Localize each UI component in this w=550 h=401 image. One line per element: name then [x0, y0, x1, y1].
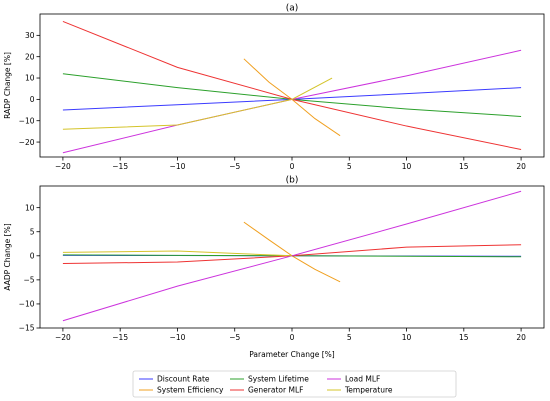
- x-tick-label: 5: [347, 333, 352, 342]
- y-tick-label: −5: [23, 276, 34, 285]
- panel-title: (b): [286, 176, 299, 186]
- y-tick-label: −20: [19, 138, 35, 147]
- y-tick-label: 30: [25, 31, 35, 40]
- series-group: [62, 21, 522, 154]
- panel-title: (a): [286, 4, 299, 14]
- series-line-generator-mlf: [62, 244, 522, 264]
- y-tick-label: −10: [19, 300, 35, 309]
- y-tick-label: 10: [25, 203, 35, 212]
- legend-label: Temperature: [344, 386, 393, 395]
- legend-label: Discount Rate: [157, 375, 210, 384]
- x-tick-label: −5: [229, 333, 240, 342]
- x-tick-label: 0: [290, 333, 295, 342]
- legend: Discount Rate System Efficiency System Lif…: [132, 370, 457, 398]
- y-tick-label: 0: [30, 251, 35, 260]
- legend-label: System Efficiency: [157, 386, 224, 395]
- y-axis-label: AADP Change [%]: [3, 223, 12, 290]
- legend-box: [132, 370, 457, 398]
- y-axis-label: RADP Change [%]: [3, 52, 12, 119]
- x-tick-label: 5: [347, 162, 352, 171]
- y-tick-label: 5: [30, 227, 35, 236]
- y-tick-label: −10: [19, 116, 35, 125]
- series-line-temperature: [62, 77, 333, 130]
- series-group: [62, 190, 522, 322]
- series-line-system-lifetime: [62, 73, 522, 117]
- series-line-system-efficiency: [243, 221, 341, 283]
- x-tick-label: 0: [290, 162, 295, 171]
- x-tick-label: −20: [55, 162, 71, 171]
- axes-frame: [39, 13, 545, 158]
- panel-b: −20 −15 −10 −5 0 5 10 15 20 −15 −10 −5 0 5 10 (b) AADP C…: [3, 176, 545, 359]
- y-tick-label: 0: [30, 95, 35, 104]
- x-tick-label: −10: [170, 333, 186, 342]
- x-axis-label: Parameter Change [%]: [249, 350, 335, 359]
- x-tick-label: −5: [229, 162, 240, 171]
- x-tick-label: 10: [402, 162, 412, 171]
- series-line-generator-mlf: [62, 21, 522, 151]
- x-tick-label: 20: [516, 333, 526, 342]
- x-tick-label: −15: [112, 333, 128, 342]
- series-line-load-mlf: [62, 49, 522, 154]
- x-tick-label: 10: [402, 333, 412, 342]
- y-tick-label: 20: [25, 52, 35, 61]
- x-tick-label: −15: [112, 162, 128, 171]
- legend-label: Load MLF: [345, 375, 380, 384]
- x-tick-label: 15: [459, 162, 469, 171]
- y-tick-label: −15: [19, 324, 35, 333]
- legend-label: System Lifetime: [248, 375, 309, 384]
- x-tick-label: 15: [459, 333, 469, 342]
- panel-a: −20 −15 −10 −5 0 5 10 15 20 −20 −10 0 10 20 30 (a) RADP …: [3, 4, 545, 171]
- x-tick-label: −10: [170, 162, 186, 171]
- x-tick-label: −20: [55, 333, 71, 342]
- legend-label: Generator MLF: [248, 386, 303, 395]
- series-line-temperature: [62, 250, 293, 257]
- x-tick-label: 20: [516, 162, 526, 171]
- y-tick-label: 10: [25, 74, 35, 83]
